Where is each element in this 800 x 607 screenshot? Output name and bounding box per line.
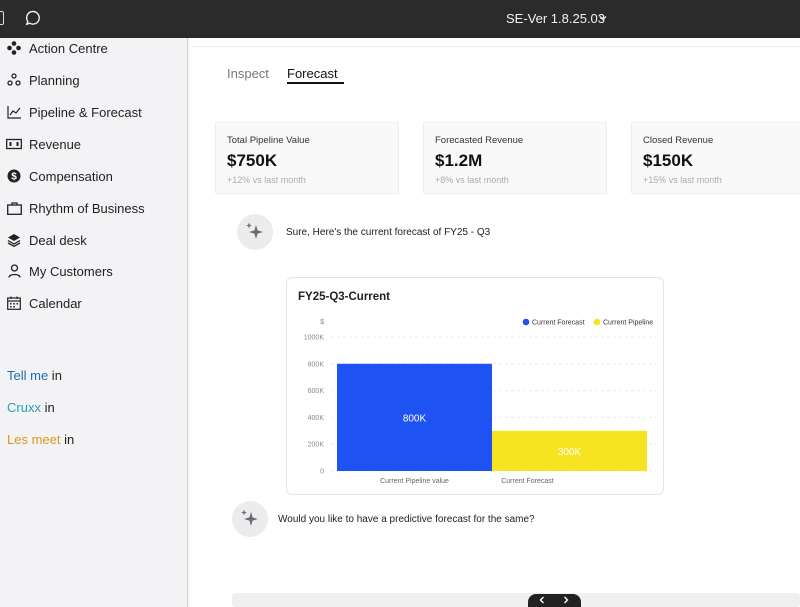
kpi-label: Closed Revenue xyxy=(643,135,714,146)
les-meet-highlight: Les meet xyxy=(7,432,61,447)
x-tick-label: Current Forecast xyxy=(501,478,554,485)
assistant-message: Would you like to have a predictive fore… xyxy=(278,514,535,525)
input-bar[interactable] xyxy=(232,593,800,607)
version-label[interactable]: SE-Ver 1.8.25.03 xyxy=(506,11,606,26)
calendar-icon xyxy=(6,295,22,311)
sidebar-item-rhythm-of-business[interactable]: Rhythm of Business xyxy=(6,198,145,218)
kpi-value: $150K xyxy=(643,151,694,170)
kpi-value: $750K xyxy=(227,151,278,170)
les-meet-rest: in xyxy=(60,432,75,447)
sidebar-item-revenue[interactable]: Revenue xyxy=(6,134,81,154)
svg-text:$: $ xyxy=(11,172,17,183)
kpi-card-forecasted-revenue: Forecasted Revenue $1.2M +8% vs last mon… xyxy=(423,122,607,194)
sparkle-icon xyxy=(246,222,263,239)
bar-1 xyxy=(337,363,492,471)
sidebar-item-action-centre[interactable]: Action Centre xyxy=(6,38,108,58)
bar-2 xyxy=(492,430,647,471)
y-tick-label: 200K xyxy=(308,442,325,449)
y-tick-label: 1000K xyxy=(304,335,325,342)
x-tick-label: Current Pipeline value xyxy=(380,478,449,485)
layers-icon xyxy=(6,232,22,248)
tab-forecast-label: Forecast xyxy=(287,66,338,81)
chart-title: FY25-Q3-Current xyxy=(298,291,391,303)
kpi-value: $1.2M xyxy=(435,151,483,170)
tab-forecast[interactable]: Forecast xyxy=(287,66,344,84)
bar-data-label: 300K xyxy=(558,447,582,458)
sidebar-item-label: Calendar xyxy=(29,295,82,311)
sidebar-item-label: Deal desk xyxy=(29,232,87,248)
sidebar-item-pipeline-forecast[interactable]: Pipeline & Forecast xyxy=(6,102,142,122)
sidebar-item-label: Revenue xyxy=(29,136,82,152)
kpi-change: +8% vs last month xyxy=(435,175,509,185)
sidebar-item-calendar[interactable]: Calendar xyxy=(6,293,82,313)
sidebar-item-my-customers[interactable]: My Customers xyxy=(6,261,113,281)
sidebar-item-label: My Customers xyxy=(29,263,113,279)
y-tick-label: 0 xyxy=(320,469,324,476)
assistant-avatar xyxy=(232,501,268,537)
sidebar-item-label: Planning xyxy=(29,72,80,88)
legend-label: Current Pipeline xyxy=(603,320,653,327)
tell-me-link[interactable]: Tell me in xyxy=(7,368,62,383)
briefcase-icon xyxy=(6,200,22,216)
sidebar-item-planning[interactable]: Planning xyxy=(6,70,80,90)
revenue-icon xyxy=(6,136,22,152)
kpi-card-closed-revenue: Closed Revenue $150K +15% vs last month xyxy=(631,122,800,194)
cruxx-highlight: Cruxx xyxy=(7,400,41,415)
forecast-chart: $0 200K 400K 600K 800K 1000K 800K Current Pipel… xyxy=(304,318,657,485)
bar-data-label: 800K xyxy=(403,413,427,424)
scroll-control[interactable] xyxy=(528,594,581,607)
y-tick-label: 400K xyxy=(308,415,325,422)
main-panel: Inspect Forecast Total Pipeline Value $7… xyxy=(192,38,800,607)
sidebar-item-compensation[interactable]: $ Compensation xyxy=(6,166,113,186)
y-axis-label: $ xyxy=(320,319,324,326)
chevron-right-icon[interactable] xyxy=(561,595,571,605)
action-centre-icon xyxy=(6,40,22,56)
sidebar-item-deal-desk[interactable]: Deal desk xyxy=(6,230,87,250)
chevron-left-icon[interactable] xyxy=(537,595,547,605)
sidebar-item-label: Compensation xyxy=(29,168,113,184)
forecast-chart-card: FY25-Q3-Current $0 200K 400K 600K 800K 1000K 8… xyxy=(286,277,664,495)
kpi-change: +15% vs last month xyxy=(643,175,722,185)
assistant-message: Sure, Here's the current forecast of FY2… xyxy=(286,227,491,238)
top-bar: SE-Ver 1.8.25.03 xyxy=(0,0,800,38)
cruxx-link[interactable]: Cruxx in xyxy=(7,400,55,415)
cruxx-rest: in xyxy=(40,400,55,415)
kpi-label: Forecasted Revenue xyxy=(435,135,524,146)
tell-me-highlight: Tell me xyxy=(7,368,49,383)
user-icon xyxy=(6,263,22,279)
kpi-card-total-pipeline: Total Pipeline Value $750K +12% vs last … xyxy=(215,122,399,194)
tab-inspect[interactable]: Inspect xyxy=(227,66,269,81)
sidebar-item-label: Action Centre xyxy=(29,40,108,56)
legend-swatch xyxy=(593,318,601,326)
chat-icon[interactable] xyxy=(25,10,41,26)
panel-icon[interactable] xyxy=(0,11,4,25)
chevron-down-icon[interactable] xyxy=(597,12,609,24)
sidebar: Action Centre Planning Pipeline & Foreca… xyxy=(0,38,191,607)
legend-label: Current Forecast xyxy=(532,320,585,327)
divider xyxy=(192,46,800,47)
assistant-avatar xyxy=(237,214,273,250)
sidebar-item-label: Pipeline & Forecast xyxy=(29,104,142,120)
legend-swatch xyxy=(522,318,530,326)
sidebar-item-label: Rhythm of Business xyxy=(29,200,145,216)
les-meet-link[interactable]: Les meet in xyxy=(7,432,74,447)
y-tick-label: 800K xyxy=(308,361,325,368)
line-chart-icon xyxy=(6,104,22,120)
kpi-label: Total Pipeline Value xyxy=(227,135,310,146)
active-tab-underline xyxy=(287,82,344,84)
kpi-change: +12% vs last month xyxy=(227,175,306,185)
tell-me-rest: in xyxy=(48,368,62,383)
sparkle-icon xyxy=(241,509,258,526)
planning-icon xyxy=(6,72,22,88)
y-tick-label: 600K xyxy=(308,388,325,395)
dollar-icon: $ xyxy=(6,168,22,184)
